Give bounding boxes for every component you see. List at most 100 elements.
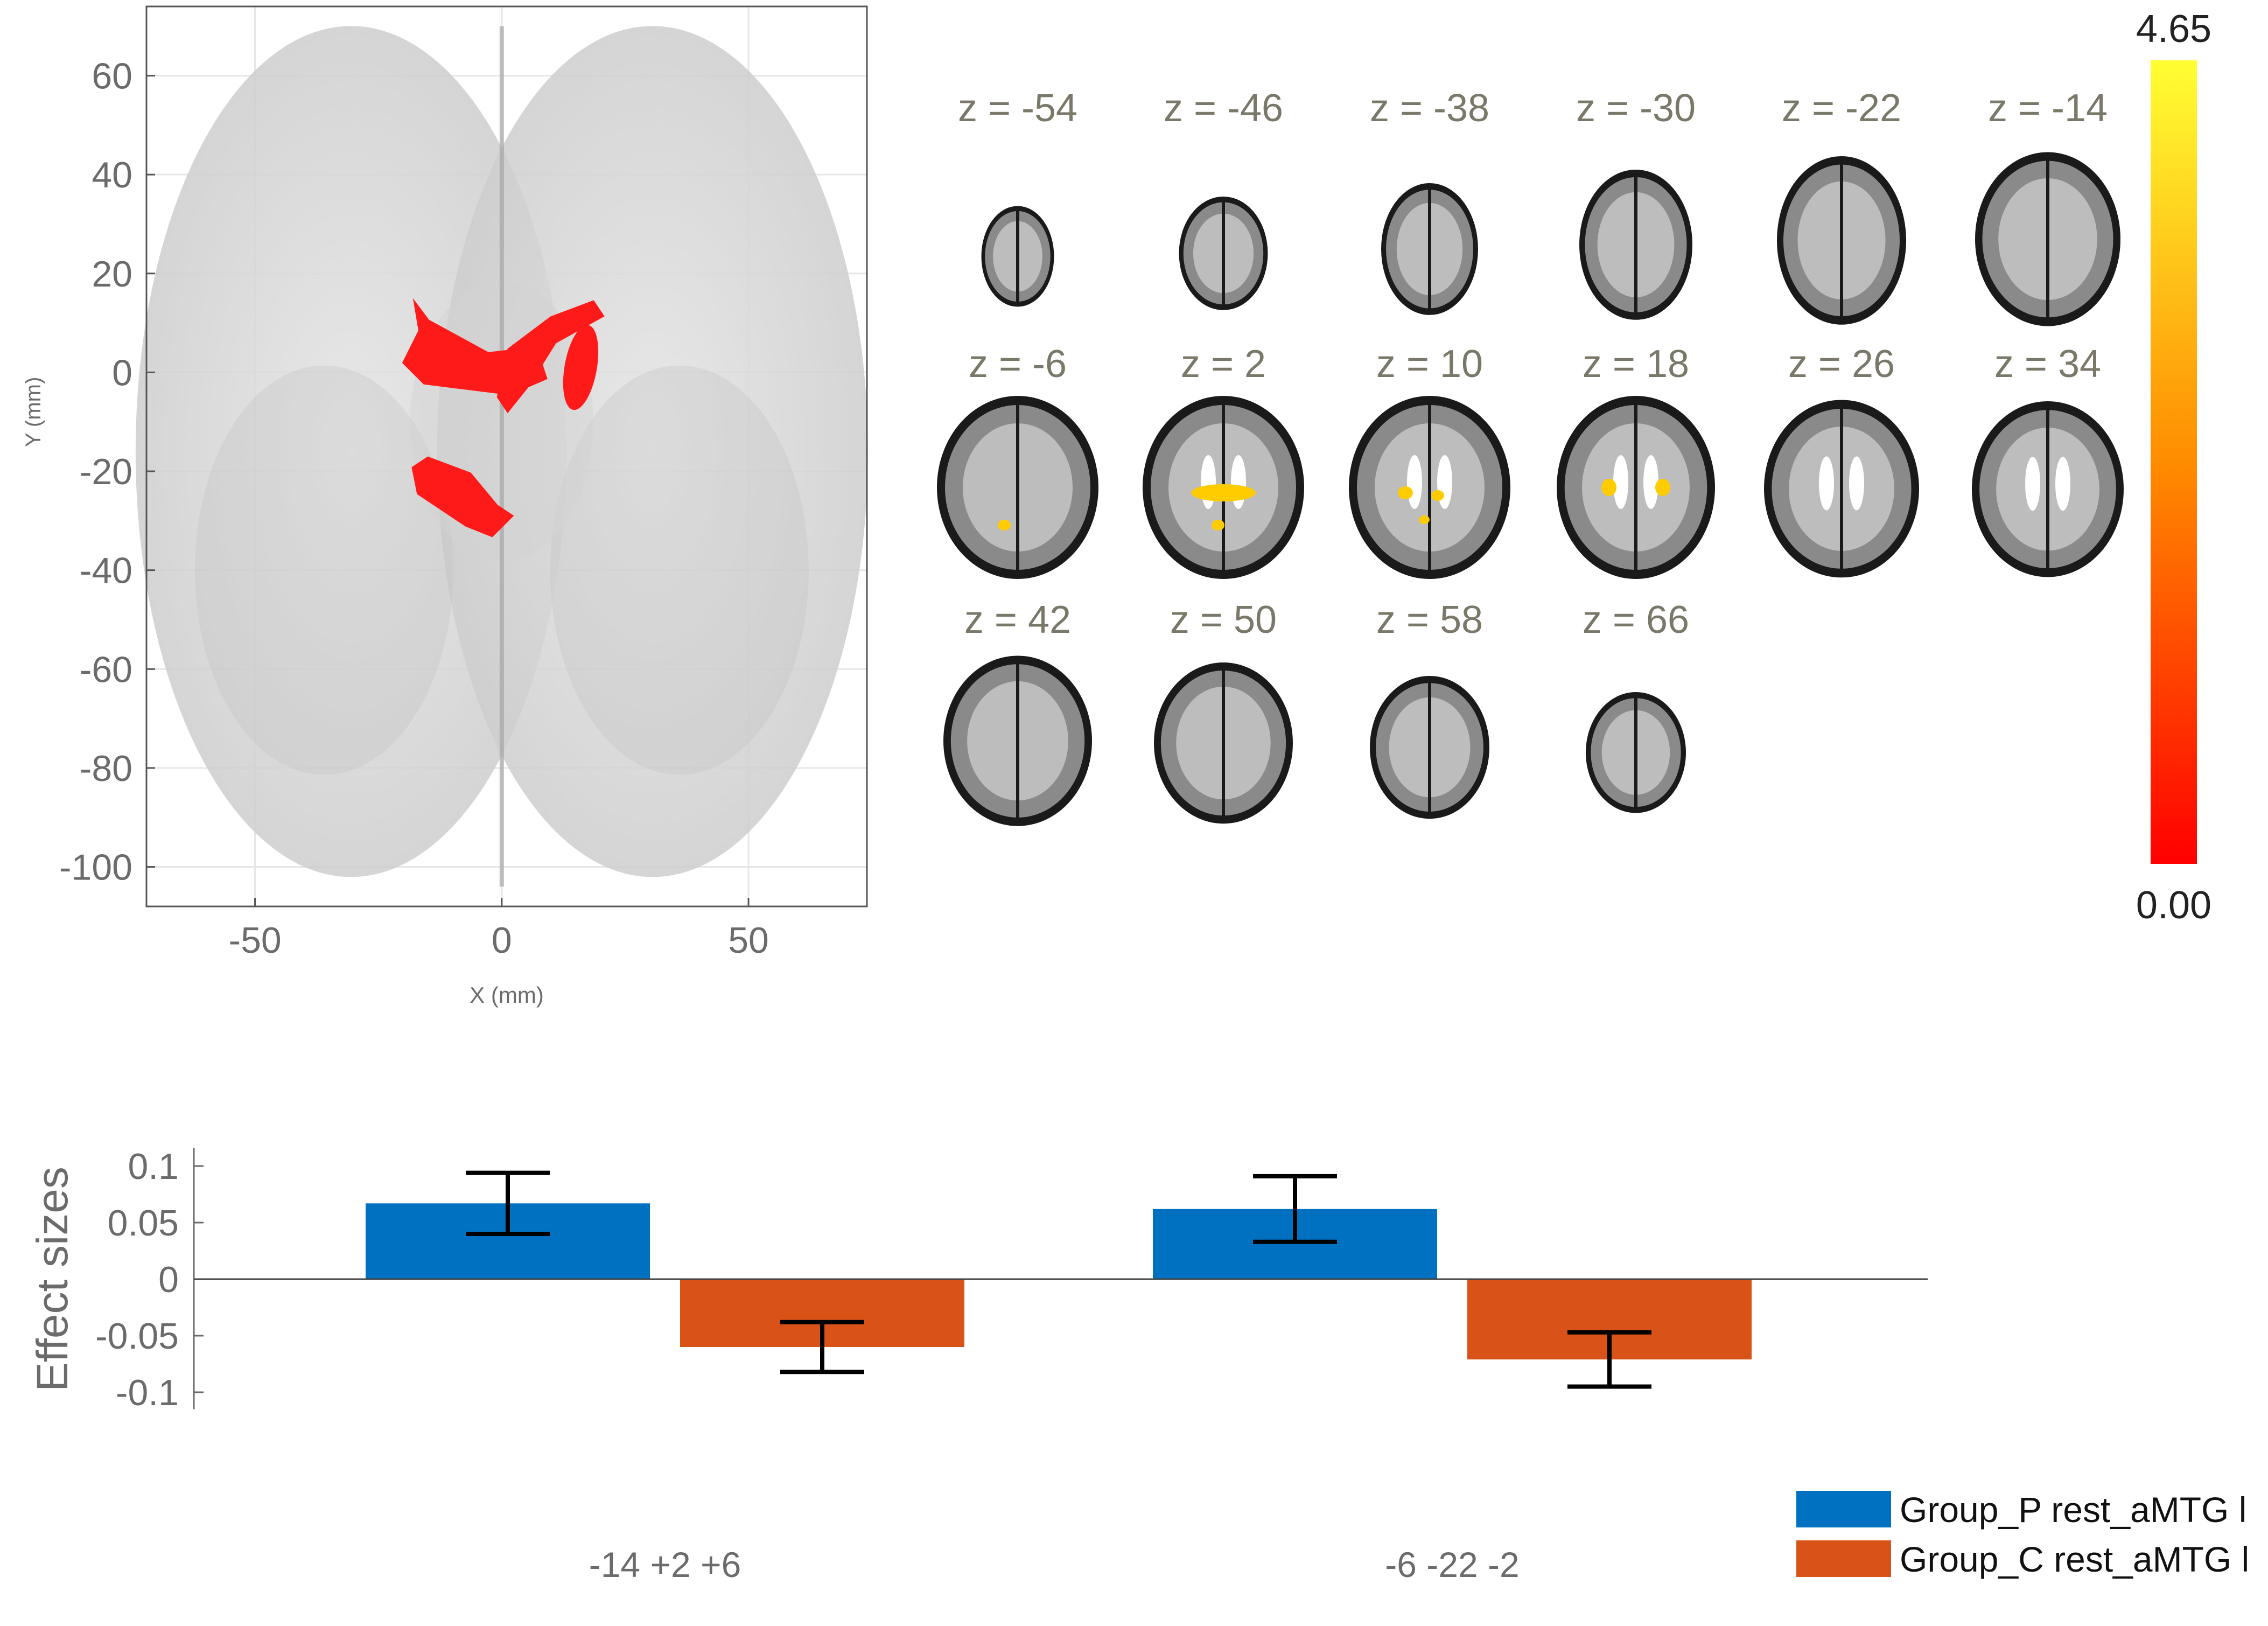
bar-y-tick-label: 0 — [158, 1259, 179, 1300]
bar-category-labels: -14 +2 +6 -6 -22 -2 — [589, 1545, 1520, 1585]
slice-label: z = -38 — [1370, 87, 1489, 130]
slice-label: z = 58 — [1376, 598, 1483, 641]
cluster-right-caudate — [496, 300, 605, 414]
cluster-right-insula — [563, 325, 599, 410]
slice-label: z = -22 — [1782, 87, 1901, 130]
error-bar — [1567, 1330, 1651, 1389]
slice-9: z = 18 — [1557, 343, 1715, 579]
left-hemisphere — [135, 26, 566, 877]
legend-swatch — [1796, 1491, 1891, 1527]
slice-1: z = -46 — [1164, 87, 1283, 310]
slice-label: z = 50 — [1170, 598, 1277, 641]
ventricle — [1407, 455, 1422, 509]
activation-blob — [1398, 486, 1413, 499]
slice-label: z = -46 — [1164, 87, 1283, 130]
ventricle — [1613, 455, 1628, 509]
colorbar: 4.65 0.00 — [2136, 8, 2211, 927]
bar-y-axis-label: Effect sizes — [28, 1167, 77, 1392]
slice-6: z = -6 — [937, 343, 1098, 579]
bar-category-label: -6 -22 -2 — [1385, 1545, 1519, 1585]
slice-13: z = 50 — [1154, 598, 1293, 824]
glass-brain-panel: -50 0 50 60 40 20 0 -20 -40 -60 -80 -100 X (mm) Y … — [22, 5, 868, 1008]
slice-label: z = -14 — [1988, 87, 2108, 130]
slice-label: z = -54 — [958, 87, 1077, 130]
legend-swatch — [1796, 1540, 1891, 1577]
bar-legend: Group_P rest_aMTG l Group_C rest_aMTG l — [1796, 1490, 2249, 1579]
bar-error-bars — [466, 1170, 1651, 1389]
slice-11: z = 34 — [1972, 343, 2124, 577]
bar-y-tick-label: -0.1 — [116, 1372, 179, 1413]
glass-y-tick-label: 40 — [92, 155, 132, 196]
cluster-thalamus — [411, 456, 514, 538]
activation-blob — [1419, 515, 1430, 524]
glass-y-tick-label: 20 — [92, 254, 132, 295]
glass-y-tick-label: 0 — [112, 352, 132, 393]
activation-blob — [1601, 479, 1616, 496]
slice-7: z = 2 — [1143, 343, 1304, 579]
glass-x-ticks: -50 0 50 — [228, 898, 769, 961]
ventricle — [1643, 455, 1658, 509]
glass-x-tick-label: 0 — [492, 920, 512, 961]
slice-15: z = 66 — [1583, 598, 1689, 813]
glass-y-tick-label: -100 — [59, 847, 132, 888]
ventricle — [1819, 456, 1834, 511]
glass-x-tick-label: -50 — [228, 920, 281, 961]
colorbar-gradient — [2151, 60, 2197, 864]
slice-label: z = 34 — [1994, 343, 2101, 386]
activation-blob — [1191, 484, 1256, 501]
bar-y-ticks: 0.1 0.05 0 -0.05 -0.1 — [95, 1146, 204, 1413]
colorbar-min-label: 0.00 — [2136, 884, 2211, 927]
bar-category-label: -14 +2 +6 — [589, 1545, 741, 1585]
slice-label: z = 18 — [1583, 343, 1689, 386]
bar-y-tick-label: 0.05 — [108, 1203, 179, 1244]
slice-3: z = -30 — [1576, 87, 1696, 320]
error-bar — [780, 1320, 864, 1374]
activation-blob — [1655, 479, 1670, 496]
activation-blob — [1212, 520, 1224, 531]
left-lobe-shade — [194, 365, 453, 775]
ventricle — [1437, 455, 1452, 509]
slice-8: z = 10 — [1349, 343, 1510, 579]
bar-y-tick-label: -0.05 — [95, 1316, 179, 1357]
legend-label: Group_C rest_aMTG l — [1900, 1539, 2249, 1579]
slice-label: z = -6 — [969, 343, 1067, 386]
glass-y-axis-label: Y (mm) — [22, 377, 45, 447]
glass-x-tick-label: 50 — [728, 920, 769, 961]
slice-4: z = -22 — [1777, 87, 1906, 325]
ventricle — [2055, 457, 2070, 511]
effect-size-bar-chart: 0.1 0.05 0 -0.05 -0.1 -14 +2 +6 -6 -22 -2 Eff… — [28, 1146, 2249, 1585]
error-bar — [466, 1170, 550, 1236]
slice-14: z = 58 — [1370, 598, 1489, 819]
slice-label: z = 42 — [964, 598, 1071, 641]
slice-0: z = -54 — [958, 87, 1077, 307]
slice-12: z = 42 — [943, 598, 1092, 826]
slice-label: z = 2 — [1181, 343, 1266, 386]
legend-label: Group_P rest_aMTG l — [1900, 1490, 2246, 1530]
bar-bars — [366, 1203, 1752, 1360]
slice-label: z = 10 — [1376, 343, 1483, 386]
slice-2: z = -38 — [1370, 87, 1489, 315]
error-bar — [1253, 1174, 1337, 1244]
ventricle — [1849, 456, 1864, 511]
ventricle — [2025, 457, 2040, 511]
slice-10: z = 26 — [1764, 343, 1919, 578]
glass-y-tick-label: -60 — [80, 649, 132, 690]
bar-y-tick-label: 0.1 — [128, 1146, 179, 1187]
right-hemisphere — [437, 26, 868, 877]
glass-y-tick-label: -80 — [80, 748, 132, 789]
slice-label: z = 66 — [1583, 598, 1689, 641]
glass-brain-frame — [145, 5, 868, 908]
activation-blob — [1431, 490, 1444, 501]
glass-y-ticks: 60 40 20 0 -20 -40 -60 -80 -100 — [59, 56, 155, 888]
glass-brain-clusters — [402, 298, 605, 538]
activation-blob — [998, 520, 1011, 531]
glass-brain-outline — [135, 26, 868, 887]
glass-x-axis-label: X (mm) — [470, 982, 544, 1008]
slice-label: z = -30 — [1576, 87, 1696, 130]
right-lobe-shade — [550, 365, 809, 775]
slice-5: z = -14 — [1975, 87, 2120, 326]
slice-label: z = 26 — [1788, 343, 1895, 386]
glass-y-tick-label: -40 — [80, 550, 132, 591]
glass-y-tick-label: -20 — [80, 451, 132, 492]
